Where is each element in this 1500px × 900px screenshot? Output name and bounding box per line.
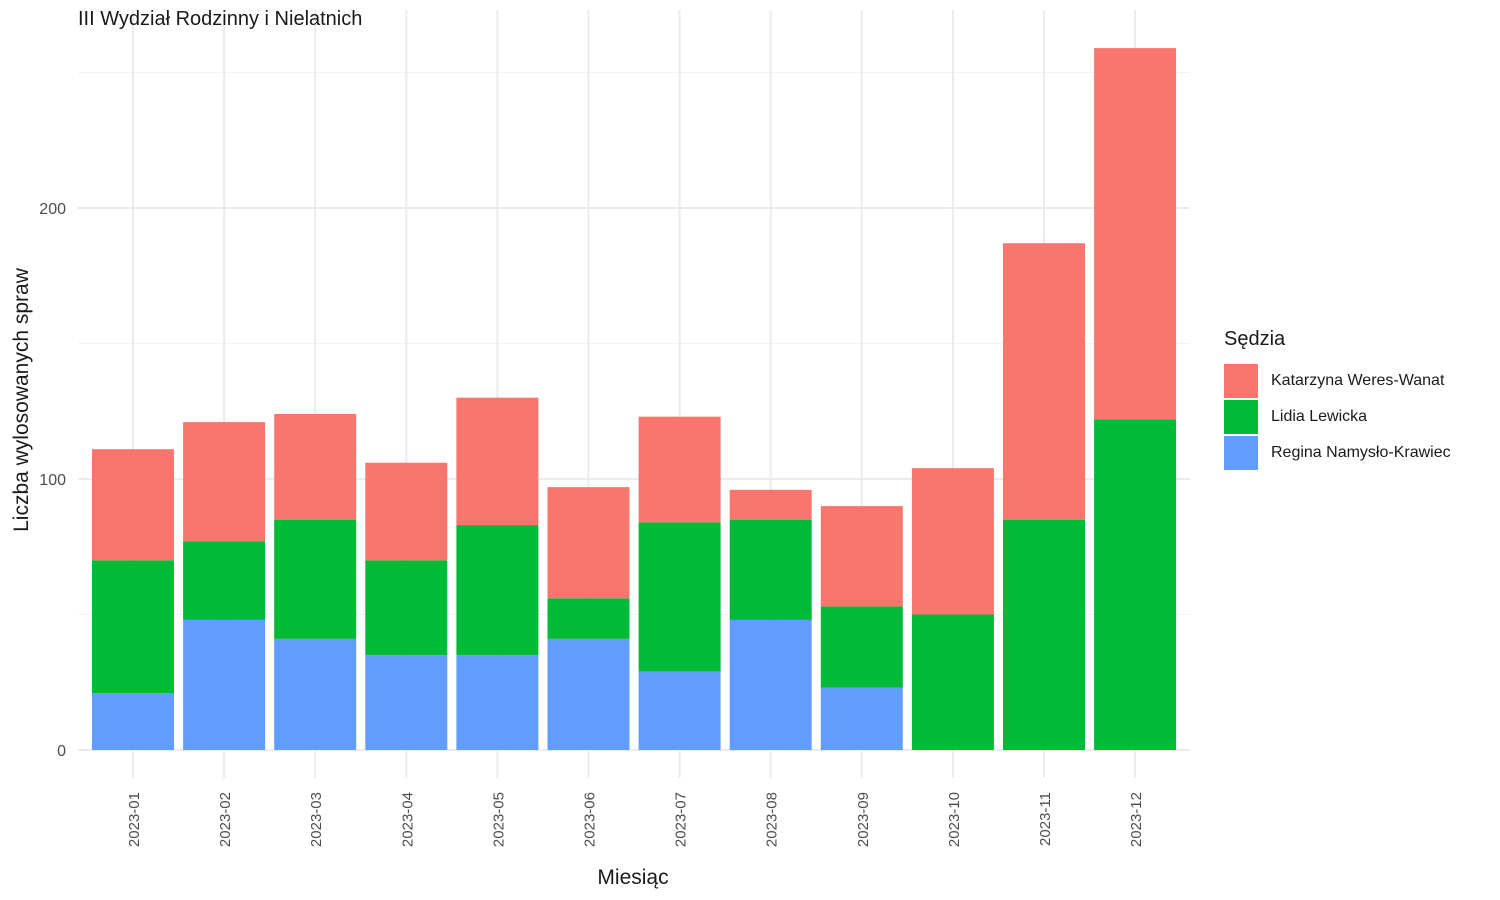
bar-segment xyxy=(365,560,448,656)
bar-segment xyxy=(365,655,448,750)
legend-label: Regina Namysło-Krawiec xyxy=(1271,444,1451,461)
legend-title: Sędzia xyxy=(1224,328,1286,350)
bar-segment xyxy=(183,541,266,620)
x-tick-label: 2023-08 xyxy=(764,792,781,847)
y-axis-ticks: 0 100 200 xyxy=(39,201,66,760)
bar-segment xyxy=(456,397,539,526)
bar-segment xyxy=(547,487,630,599)
bar-segment xyxy=(820,687,903,750)
x-axis-ticks: 2023-01 2023-02 2023-03 2023-04 2023-05 2023-… xyxy=(126,792,1145,847)
chart-title: III Wydział Rodzinny i Nielatnich xyxy=(78,8,363,30)
legend-swatch xyxy=(1224,364,1258,398)
legend-item-regina: Regina Namysło-Krawiec xyxy=(1224,435,1451,471)
bar-segment xyxy=(729,489,812,520)
bar-segment xyxy=(1094,48,1177,420)
bar-stack-group xyxy=(92,48,1177,750)
bar-segment xyxy=(274,638,357,750)
x-tick-label: 2023-03 xyxy=(308,792,325,847)
x-tick-label: 2023-12 xyxy=(1128,792,1145,847)
y-tick-label: 100 xyxy=(39,472,66,489)
bar-segment xyxy=(183,422,266,542)
y-tick-label: 200 xyxy=(39,201,66,218)
bar-segment xyxy=(1003,519,1085,750)
legend-item-lidia: Lidia Lewicka xyxy=(1224,399,1451,435)
y-tick-label: 0 xyxy=(57,743,66,760)
legend-label: Katarzyna Weres-Wanat xyxy=(1271,372,1445,389)
x-tick-label: 2023-04 xyxy=(399,792,416,847)
bar-segment xyxy=(820,506,903,607)
bar-segment xyxy=(729,619,812,750)
x-tick-label: 2023-02 xyxy=(217,792,234,847)
legend-item-katarzyna: Katarzyna Weres-Wanat xyxy=(1224,363,1451,399)
bar-segment xyxy=(911,468,994,615)
x-tick-label: 2023-07 xyxy=(673,792,690,847)
bar-segment xyxy=(911,614,994,750)
bar-segment xyxy=(547,598,630,639)
legend: Sędzia Katarzyna Weres-Wanat Lidia Lewic… xyxy=(1224,328,1451,471)
x-tick-label: 2023-09 xyxy=(855,792,872,847)
x-tick-label: 2023-10 xyxy=(946,792,963,847)
bar-segment xyxy=(183,619,266,750)
legend-swatch xyxy=(1224,400,1258,434)
bar-segment xyxy=(638,671,721,750)
bar-segment xyxy=(274,413,357,520)
bar-segment xyxy=(92,449,174,561)
bar-segment xyxy=(638,416,721,523)
x-tick-label: 2023-01 xyxy=(126,792,143,847)
bar-segment xyxy=(92,693,174,750)
bar-segment xyxy=(456,525,539,656)
bar-segment xyxy=(547,638,630,750)
bar-segment xyxy=(92,560,174,694)
bar-segment xyxy=(456,655,539,750)
y-axis-label: Liczba wylosowanych spraw xyxy=(10,268,33,532)
legend-swatch xyxy=(1224,436,1258,470)
bar-segment xyxy=(1094,419,1177,750)
bar-segment xyxy=(274,519,357,639)
bar-segment xyxy=(1003,243,1085,520)
x-tick-label: 2023-11 xyxy=(1037,792,1054,846)
x-axis-label: Miesiąc xyxy=(597,866,669,889)
x-tick-label: 2023-06 xyxy=(582,792,599,847)
bar-segment xyxy=(820,606,903,688)
x-tick-label: 2023-05 xyxy=(490,792,507,847)
bar-segment xyxy=(729,519,812,620)
bar-segment xyxy=(365,462,448,561)
legend-label: Lidia Lewicka xyxy=(1271,408,1368,425)
bar-segment xyxy=(638,522,721,672)
